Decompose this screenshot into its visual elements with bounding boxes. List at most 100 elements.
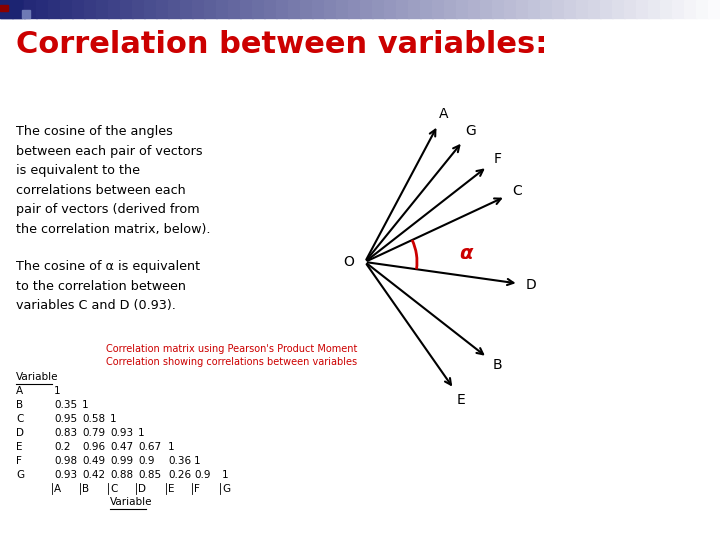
Text: D: D	[138, 484, 146, 494]
Bar	[480, 0, 493, 18]
Bar	[192, 0, 205, 18]
Text: 0.88: 0.88	[110, 470, 133, 480]
Bar	[132, 0, 145, 18]
Bar	[684, 0, 697, 18]
Text: 1: 1	[54, 386, 60, 396]
Bar	[204, 0, 217, 18]
Bar	[624, 0, 637, 18]
Text: F: F	[194, 484, 200, 494]
Text: 1: 1	[222, 470, 229, 480]
Bar	[528, 0, 541, 18]
Bar	[228, 0, 241, 18]
Text: 0.42: 0.42	[82, 470, 105, 480]
Bar	[420, 0, 433, 18]
Bar	[588, 0, 601, 18]
Bar	[96, 0, 109, 18]
Bar	[120, 0, 133, 18]
Bar	[0, 5, 8, 11]
Text: 1: 1	[168, 442, 175, 452]
Bar	[636, 0, 649, 18]
Text: 0.85: 0.85	[138, 470, 161, 480]
Text: 0.26: 0.26	[168, 470, 191, 480]
Bar	[84, 0, 97, 18]
Text: F: F	[16, 456, 22, 466]
Bar	[300, 0, 313, 18]
Bar	[22, 10, 30, 18]
Text: A: A	[439, 107, 449, 120]
Text: 0.58: 0.58	[82, 414, 105, 424]
Text: B: B	[16, 400, 23, 410]
Bar	[564, 0, 577, 18]
Bar	[492, 0, 505, 18]
Text: C: C	[16, 414, 23, 424]
Bar	[540, 0, 553, 18]
Bar	[372, 0, 385, 18]
Text: α: α	[459, 244, 473, 262]
Text: 1: 1	[138, 428, 145, 438]
Text: 0.35: 0.35	[54, 400, 77, 410]
Text: 1: 1	[82, 400, 89, 410]
Bar	[648, 0, 661, 18]
Text: 0.83: 0.83	[54, 428, 77, 438]
Bar	[516, 0, 529, 18]
Text: 0.96: 0.96	[82, 442, 105, 452]
Text: The cosine of α is equivalent
to the correlation between
variables C and D (0.93: The cosine of α is equivalent to the cor…	[16, 260, 200, 312]
Text: Correlation matrix using Pearson's Product Moment: Correlation matrix using Pearson's Produ…	[106, 344, 357, 354]
Bar	[444, 0, 457, 18]
Text: G: G	[222, 484, 230, 494]
Text: Variable: Variable	[16, 372, 58, 382]
Bar	[708, 0, 720, 18]
Bar	[168, 0, 181, 18]
Bar	[156, 0, 169, 18]
Text: 0.95: 0.95	[54, 414, 77, 424]
Bar	[264, 0, 277, 18]
Text: 0.99: 0.99	[110, 456, 133, 466]
Text: 0.79: 0.79	[82, 428, 105, 438]
Text: 0.93: 0.93	[110, 428, 133, 438]
Bar	[384, 0, 397, 18]
Text: 0.93: 0.93	[54, 470, 77, 480]
Text: Variable: Variable	[110, 497, 153, 507]
Bar	[432, 0, 445, 18]
Text: 0.9: 0.9	[194, 470, 210, 480]
Bar	[396, 0, 409, 18]
Bar	[696, 0, 709, 18]
Bar	[504, 0, 517, 18]
Text: A: A	[54, 484, 61, 494]
Bar	[0, 0, 13, 18]
Text: 1: 1	[194, 456, 201, 466]
Text: F: F	[493, 152, 501, 166]
Text: Correlation showing correlations between variables: Correlation showing correlations between…	[106, 357, 357, 367]
Text: 0.2: 0.2	[54, 442, 71, 452]
Text: G: G	[16, 470, 24, 480]
Bar	[612, 0, 625, 18]
Text: The cosine of the angles
between each pair of vectors
is equivalent to the
corre: The cosine of the angles between each pa…	[16, 125, 210, 235]
Text: 0.49: 0.49	[82, 456, 105, 466]
Bar	[324, 0, 337, 18]
Bar	[48, 0, 61, 18]
Bar	[600, 0, 613, 18]
Bar	[252, 0, 265, 18]
Text: Correlation between variables:: Correlation between variables:	[16, 30, 547, 59]
Bar	[456, 0, 469, 18]
Bar	[24, 0, 37, 18]
Text: 0.9: 0.9	[138, 456, 155, 466]
Bar	[408, 0, 421, 18]
Text: A: A	[16, 386, 23, 396]
Bar	[240, 0, 253, 18]
Text: 0.47: 0.47	[110, 442, 133, 452]
Text: D: D	[16, 428, 24, 438]
Text: C: C	[513, 184, 522, 198]
Text: E: E	[16, 442, 22, 452]
Bar	[552, 0, 565, 18]
Bar	[348, 0, 361, 18]
Bar	[312, 0, 325, 18]
Bar	[72, 0, 85, 18]
Bar	[216, 0, 229, 18]
Text: G: G	[465, 124, 476, 138]
Bar	[144, 0, 157, 18]
Text: O: O	[343, 255, 354, 269]
Text: 0.36: 0.36	[168, 456, 191, 466]
Bar	[288, 0, 301, 18]
Bar	[108, 0, 121, 18]
